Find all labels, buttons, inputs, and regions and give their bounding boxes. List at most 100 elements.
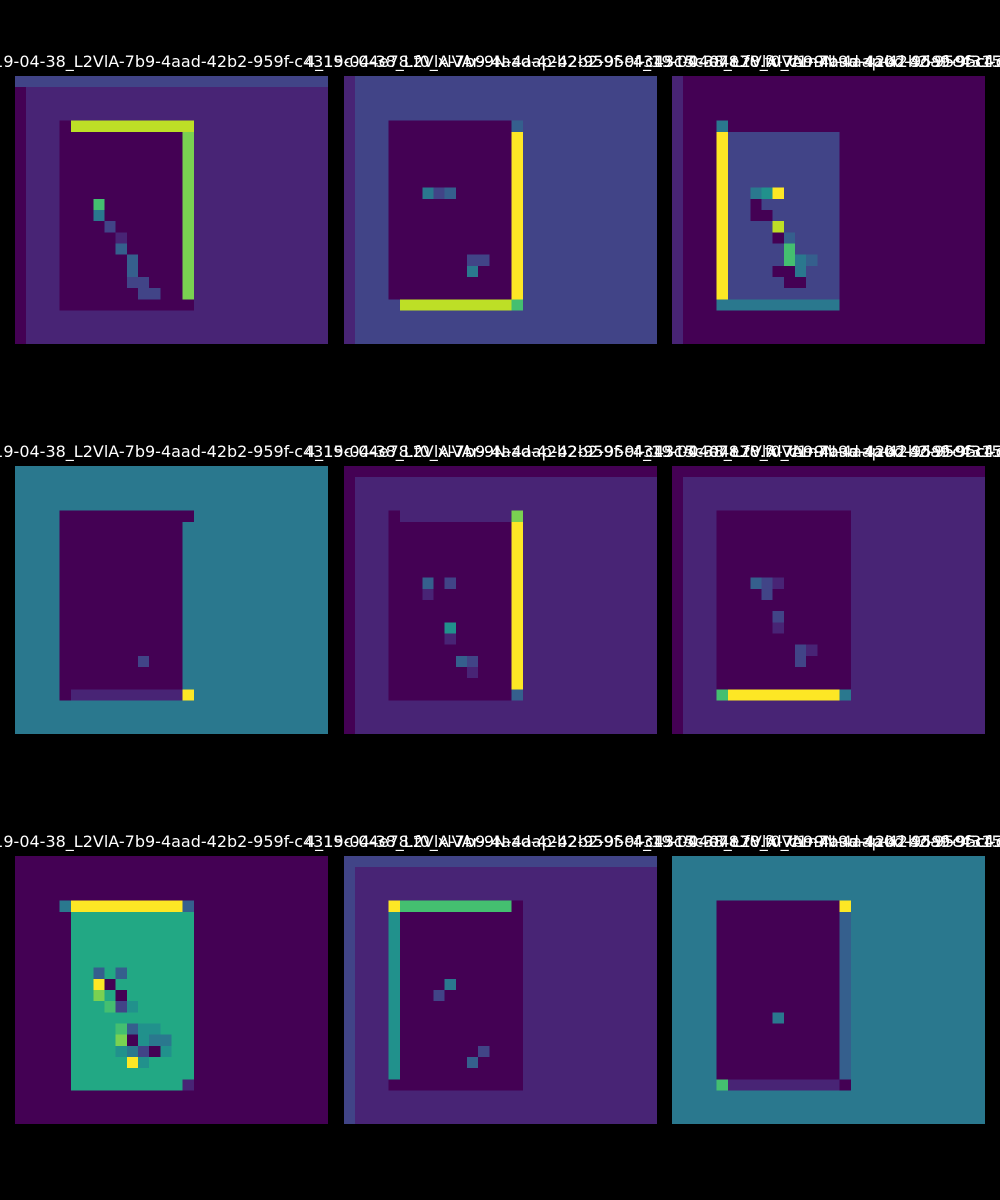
heatmap-panel-8 (344, 856, 657, 1124)
heatmap-cell (104, 967, 116, 979)
heatmap-cell (727, 1079, 840, 1091)
heatmap-cell (399, 299, 512, 311)
heatmap-cell (783, 243, 795, 255)
heatmap-cell (750, 577, 762, 589)
heatmap-8 (344, 856, 657, 1124)
heatmap-cell (466, 1057, 479, 1069)
heatmap-panel-3 (672, 76, 985, 344)
heatmap-cell (761, 187, 773, 199)
heatmap-cell (422, 577, 434, 589)
panel-title-6: 4_19-04-38_L2VlA-7b9-4aad-42b2-959f-c431… (633, 442, 1000, 461)
heatmap-cell (772, 221, 784, 233)
heatmap-cell (115, 967, 127, 979)
heatmap-cell (137, 1057, 150, 1069)
heatmap-cell (70, 900, 183, 912)
panel-title-3: 4_19-04-38_L2VlA-7b9-4aad-42b2-959f-c431… (633, 52, 1000, 71)
heatmap-cell (716, 510, 851, 701)
heatmap-4 (15, 466, 328, 734)
heatmap-cell (783, 232, 795, 244)
heatmap-cell (160, 1045, 172, 1057)
heatmap-cell (716, 1079, 728, 1091)
heatmap-cell (104, 978, 116, 990)
heatmap-cell (783, 277, 795, 289)
heatmap-cell (716, 689, 728, 701)
heatmap-cell (794, 655, 807, 667)
heatmap-cell (126, 277, 138, 289)
heatmap-cell (70, 689, 183, 701)
heatmap-panel-5 (344, 466, 657, 734)
heatmap-cell (344, 856, 657, 868)
heatmap-cell (444, 187, 456, 199)
heatmap-cell (444, 633, 456, 645)
heatmap-cell (126, 1034, 138, 1046)
heatmap-cell (115, 1045, 127, 1057)
heatmap-cell (511, 131, 523, 300)
heatmap-cell (672, 76, 684, 344)
heatmap-cell (126, 1001, 138, 1013)
heatmap-cell (137, 1045, 150, 1057)
heatmap-cell (761, 577, 773, 589)
heatmap-cell (93, 198, 105, 210)
heatmap-cell (444, 978, 456, 990)
heatmap-cell (115, 1001, 127, 1013)
heatmap-cell (772, 265, 784, 277)
heatmap-cell (761, 198, 773, 210)
heatmap-cell (149, 288, 161, 300)
heatmap-cell (93, 967, 105, 979)
heatmap-cell (794, 644, 807, 656)
heatmap-panel-7 (15, 856, 328, 1124)
heatmap-cell (115, 990, 127, 1002)
heatmap-cell (70, 120, 194, 132)
heatmap-cell (15, 87, 27, 344)
heatmap-cell (59, 510, 194, 701)
heatmap-cell (433, 187, 445, 199)
heatmap-cell (388, 911, 400, 1080)
heatmap-cell (750, 187, 762, 199)
heatmap-cell (137, 1023, 150, 1035)
heatmap-cell (839, 900, 851, 912)
heatmap-cell (115, 243, 127, 255)
heatmap-cell (716, 131, 728, 300)
heatmap-cell (344, 76, 356, 344)
heatmap-cell (466, 667, 479, 679)
heatmap-cell (344, 466, 356, 734)
heatmap-cell (455, 655, 467, 667)
heatmap-cell (478, 1045, 490, 1057)
heatmap-cell (772, 577, 784, 589)
heatmap-cell (344, 466, 657, 478)
heatmap-cell (388, 120, 523, 311)
heatmap-cell (466, 254, 479, 266)
heatmap-cell (399, 510, 512, 522)
heatmap-cell (126, 1057, 138, 1069)
heatmap-cell (794, 243, 807, 255)
heatmap-cell (182, 131, 194, 300)
heatmap-cell (115, 1023, 127, 1035)
heatmap-cell (817, 243, 829, 255)
heatmap-6 (672, 466, 985, 734)
heatmap-cell (806, 243, 818, 255)
heatmap-cell (839, 911, 851, 1080)
heatmap-cell (511, 689, 523, 701)
heatmap-cell (761, 588, 773, 600)
heatmap-7 (15, 856, 328, 1124)
heatmap-cell (93, 990, 105, 1002)
heatmap-cell (104, 990, 116, 1002)
heatmap-cell (115, 1034, 127, 1046)
heatmap-cell (59, 911, 71, 1091)
heatmap-cell (15, 76, 328, 88)
heatmap-cell (182, 689, 194, 701)
heatmap-cell (160, 1034, 172, 1046)
heatmap-cell (772, 1012, 784, 1024)
heatmap-cell (388, 299, 400, 311)
heatmap-cell (182, 521, 194, 690)
heatmap-cell (727, 689, 840, 701)
heatmap-cell (772, 611, 784, 623)
heatmap-cell (783, 265, 795, 277)
heatmap-cell (716, 120, 728, 132)
heatmap-cell (433, 990, 445, 1002)
heatmap-cell (772, 232, 784, 244)
heatmap-cell (444, 622, 456, 634)
heatmap-cell (478, 254, 490, 266)
heatmap-cell (839, 689, 851, 701)
heatmap-cell (399, 900, 512, 912)
